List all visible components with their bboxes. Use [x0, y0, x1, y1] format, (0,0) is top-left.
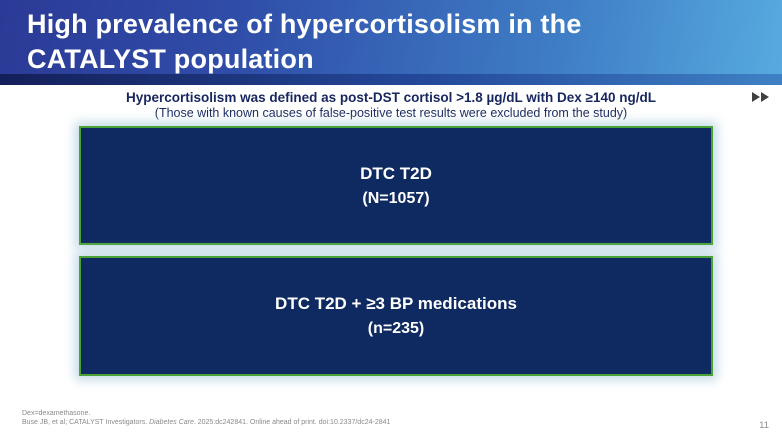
slide-title: High prevalence of hypercortisolism in t…: [27, 9, 582, 74]
citation-authors: Buse JB, et al; CATALYST Investigators.: [22, 419, 150, 426]
footer-citation: Buse JB, et al; CATALYST Investigators. …: [22, 418, 390, 427]
citation-details: . 2025:dc242841. Online ahead of print. …: [193, 419, 391, 426]
page-number: 11: [759, 420, 769, 431]
triangle-right-icon: [752, 92, 760, 102]
slide-footer: Dex=dexamethasone. Buse JB, et al; CATAL…: [22, 409, 390, 427]
population-count: (n=235): [367, 320, 425, 337]
citation-journal: Diabetes Care: [149, 419, 194, 426]
header-accent-strip: [0, 74, 782, 85]
definition-note: (Those with known causes of false-positi…: [154, 106, 628, 120]
fast-forward-icon[interactable]: [752, 92, 769, 102]
definition-line: Hypercortisolism was defined as post-DST…: [126, 90, 656, 105]
population-box-bp-medications: DTC T2D + ≥3 BP medications (n=235): [79, 256, 713, 376]
slide-header: High prevalence of hypercortisolism in t…: [0, 0, 782, 74]
population-label: DTC T2D + ≥3 BP medications: [275, 294, 517, 313]
triangle-right-icon: [761, 92, 769, 102]
definition-block: Hypercortisolism was defined as post-DST…: [0, 90, 782, 120]
population-box-dtc-t2d: DTC T2D (N=1057): [79, 126, 713, 245]
population-boxes: DTC T2D (N=1057) DTC T2D + ≥3 BP medicat…: [79, 126, 713, 376]
population-label: DTC T2D: [360, 163, 432, 183]
population-count: (N=1057): [362, 189, 430, 207]
footer-abbreviation: Dex=dexamethasone.: [22, 410, 91, 417]
